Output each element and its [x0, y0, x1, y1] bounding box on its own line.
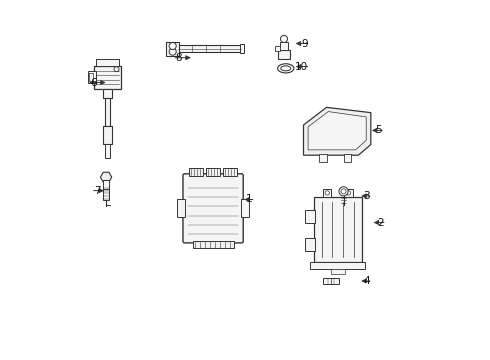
Bar [344, 154, 351, 162]
Bar [103, 126, 112, 144]
Bar [189, 168, 203, 176]
Bar [305, 238, 315, 251]
Bar [166, 42, 179, 55]
Bar [88, 71, 96, 82]
Text: 5: 5 [375, 125, 382, 135]
Bar [105, 144, 110, 158]
Bar [310, 262, 366, 269]
Bar [103, 89, 112, 98]
Circle shape [280, 35, 288, 42]
Bar [280, 42, 288, 50]
Polygon shape [303, 107, 371, 155]
Circle shape [169, 42, 176, 50]
Text: 6: 6 [90, 77, 97, 87]
Bar [323, 278, 339, 284]
Text: 7: 7 [94, 186, 100, 195]
Text: 3: 3 [363, 191, 370, 201]
Bar [206, 168, 220, 176]
Bar [242, 199, 249, 217]
Bar [278, 50, 291, 59]
Bar [344, 189, 353, 197]
FancyBboxPatch shape [183, 174, 243, 243]
Ellipse shape [281, 66, 291, 71]
Text: 8: 8 [175, 53, 182, 63]
Bar [240, 44, 244, 54]
Bar [323, 189, 331, 197]
Bar [305, 210, 315, 222]
Bar [193, 241, 234, 248]
Circle shape [339, 187, 348, 196]
Text: 2: 2 [377, 217, 384, 228]
Bar [96, 59, 119, 66]
Bar [105, 98, 110, 126]
Bar [319, 154, 326, 162]
Bar [177, 199, 185, 217]
Circle shape [169, 48, 176, 55]
Bar [275, 46, 280, 51]
Bar [103, 189, 109, 200]
Text: 4: 4 [363, 276, 370, 286]
Bar [223, 168, 237, 176]
Polygon shape [100, 172, 112, 182]
Bar [331, 269, 345, 274]
Bar [103, 180, 109, 189]
Ellipse shape [278, 64, 294, 73]
Bar [314, 197, 362, 262]
Polygon shape [308, 112, 366, 150]
Circle shape [114, 67, 119, 72]
Circle shape [325, 191, 329, 195]
Circle shape [346, 191, 351, 195]
Circle shape [341, 189, 346, 194]
Bar [178, 45, 242, 53]
Bar [89, 73, 94, 81]
Bar [94, 66, 121, 89]
Text: 1: 1 [246, 194, 253, 204]
Text: 9: 9 [301, 39, 308, 49]
Text: 10: 10 [294, 62, 308, 72]
